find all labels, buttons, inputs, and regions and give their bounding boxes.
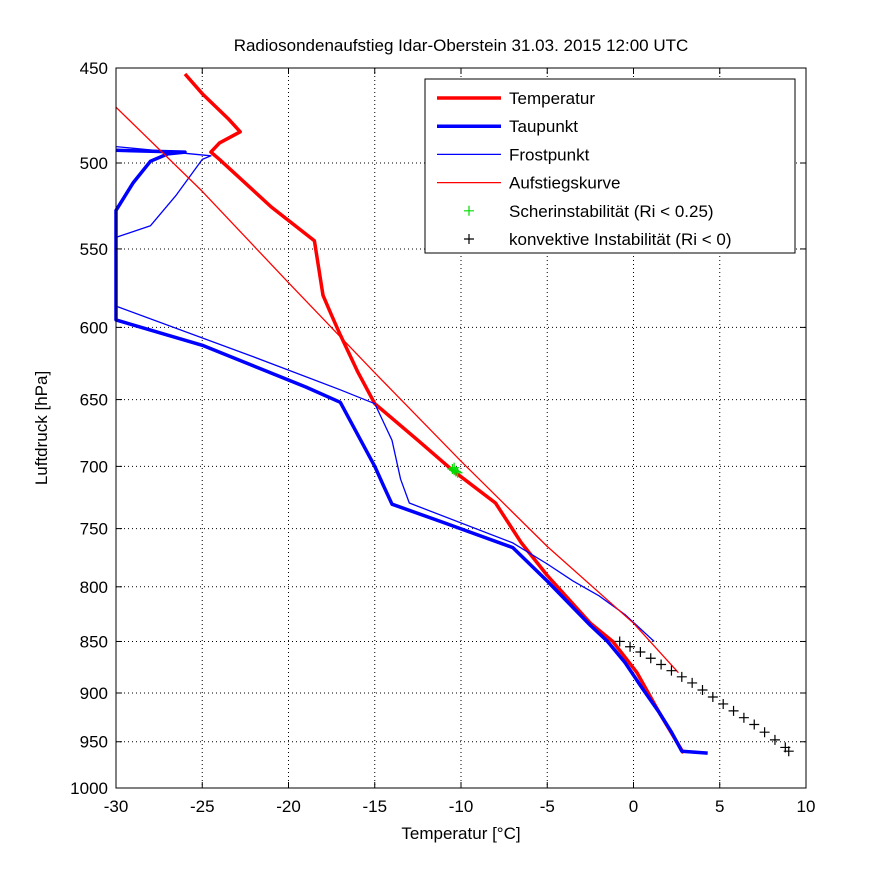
data-point-marker [635, 647, 646, 658]
legend-swatch [464, 234, 474, 244]
series-layer [114, 72, 794, 757]
y-tick-label: 650 [80, 391, 108, 410]
x-tick-label: -5 [540, 797, 555, 816]
legend-label: Frostpunkt [509, 145, 590, 164]
data-point-marker [728, 705, 739, 716]
y-tick-label: 550 [80, 240, 108, 259]
series-markers-4 [447, 462, 463, 478]
legend: Temperatur Taupunkt Frostpunkt Aufstiegskur… [424, 78, 796, 254]
data-point-marker [769, 734, 780, 745]
y-tick-label: 750 [80, 520, 108, 539]
series-line-0 [183, 72, 686, 754]
data-point-marker [452, 467, 463, 478]
y-tick-label: 700 [80, 457, 108, 476]
data-point-marker [707, 691, 718, 702]
y-tick-label: 1000 [70, 779, 108, 798]
legend-label: Scherinstabilität (Ri < 0.25) [509, 202, 714, 221]
y-tick-label: 800 [80, 578, 108, 597]
x-tick-label: -15 [362, 797, 387, 816]
x-axis-label: Temperatur [°C] [401, 824, 520, 843]
y-tick-label: 450 [80, 59, 108, 78]
data-point-marker [614, 636, 625, 647]
x-tick-label: -25 [190, 797, 215, 816]
data-point-marker [718, 698, 729, 709]
y-tick-label: 950 [80, 733, 108, 752]
data-point-marker [666, 665, 677, 676]
series-markers-5 [614, 636, 794, 757]
data-point-marker [625, 641, 636, 652]
legend-label: Temperatur [509, 89, 595, 108]
data-point-marker [645, 653, 656, 664]
y-tick-label: 850 [80, 632, 108, 651]
ticks: -30 -25 -20 -15 -10 -5 0 5 10 450 500 550 600 650 700 7… [70, 59, 815, 816]
series-line-1 [114, 148, 708, 755]
data-point-marker [738, 712, 749, 723]
y-tick-label: 600 [80, 318, 108, 337]
x-tick-label: -30 [104, 797, 129, 816]
legend-label: konvektive Instabilität (Ri < 0) [509, 230, 732, 249]
legend-label: Taupunkt [509, 117, 578, 136]
data-point-marker [676, 671, 687, 682]
x-tick-label: 5 [715, 797, 724, 816]
y-axis-label: Luftdruck [hPa] [32, 371, 51, 485]
x-tick-label: 10 [797, 797, 816, 816]
data-point-marker [687, 677, 698, 688]
series-line-3 [115, 106, 679, 674]
data-point-marker [697, 684, 708, 695]
x-tick-label: 0 [629, 797, 638, 816]
chart-title: Radiosondenaufstieg Idar-Oberstein 31.03… [234, 36, 689, 55]
data-point-marker [783, 746, 794, 757]
series-line-2 [115, 145, 655, 642]
y-tick-label: 500 [80, 154, 108, 173]
data-point-marker [449, 462, 460, 473]
y-tick-label: 900 [80, 684, 108, 703]
legend-label: Aufstiegskurve [509, 174, 621, 193]
data-point-marker [749, 719, 760, 730]
legend-swatch [464, 205, 474, 216]
data-point-marker [656, 659, 667, 670]
legend-box [424, 78, 796, 254]
data-point-marker [759, 727, 770, 738]
x-tick-label: -20 [276, 797, 301, 816]
x-tick-label: -10 [449, 797, 474, 816]
